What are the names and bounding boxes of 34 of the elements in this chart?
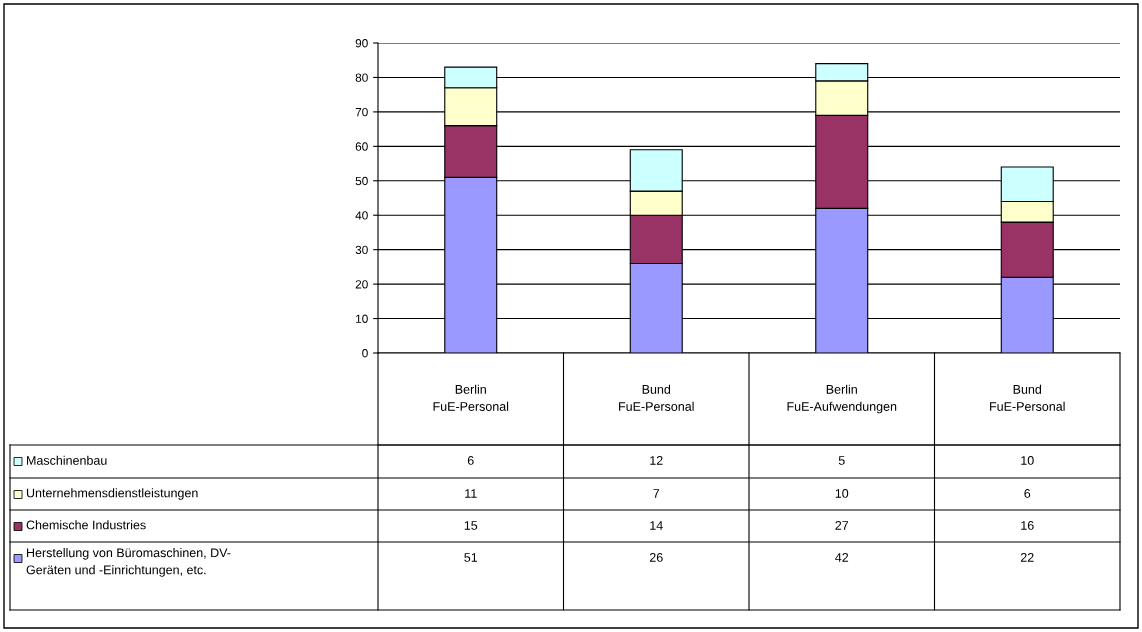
y-tick-label: 0 [362,349,368,358]
data-label: 14 [650,521,663,530]
legend-label: Unternehmensdienstleistungen [26,488,198,500]
y-tick-label: 10 [356,314,368,323]
data-label: 15 [464,521,478,530]
data-label: 10 [1021,456,1034,465]
x-tick-label: Bund FuE-Personal [990,384,1065,411]
x-tick-label: Berlin FuE-Personal [433,384,509,411]
data-label: 26 [649,553,663,562]
y-tick-label: 30 [355,245,368,255]
data-label: 51 [464,553,478,562]
data-label: 42 [835,553,849,562]
y-tick-label: 50 [355,176,368,186]
data-label: 16 [1021,521,1034,530]
y-tick-label: 60 [355,142,368,151]
y-tick-label: 80 [355,73,368,82]
data-label: 11 [465,489,477,498]
y-tick-label: 90 [355,39,368,48]
data-label: 10 [835,489,849,498]
data-label: 6 [467,456,474,465]
y-tick-label: 20 [355,280,368,289]
data-label: 7 [653,489,660,498]
data-label: 27 [835,521,849,530]
x-tick-label: Bund FuE-Personal [619,384,694,411]
legend-label: Herstellung von Büromaschinen, DV- Geräten und -Einrichtungen, etc. [26,548,231,577]
x-tick-label: Berlin FuE-Aufwendungen [787,384,897,414]
legend-label: Chemische Industries [26,520,146,530]
data-label: 5 [838,456,845,465]
legend-label: Maschinenbau [27,455,107,465]
y-tick-label: 40 [355,211,368,220]
data-label: 22 [1020,553,1034,562]
data-label: 6 [1024,489,1031,498]
y-tick-label: 70 [355,107,368,117]
data-label: 12 [650,456,663,465]
